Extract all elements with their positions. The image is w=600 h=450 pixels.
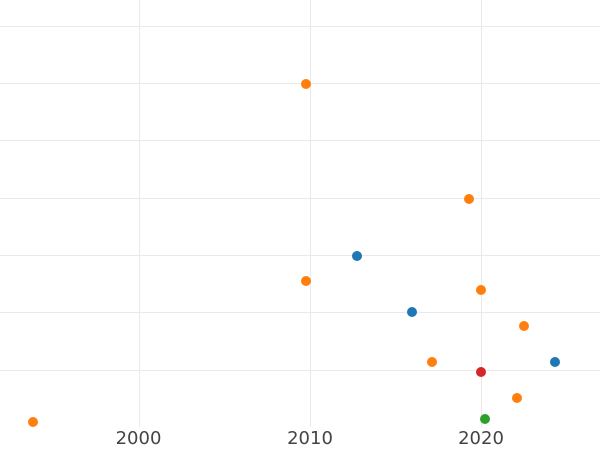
horizontal-gridline (0, 26, 600, 27)
blue-series-point (352, 251, 362, 261)
orange-series-point (28, 417, 38, 427)
orange-series-point (512, 393, 522, 403)
red-series-point (476, 367, 486, 377)
blue-series-point (407, 307, 417, 317)
orange-series-point (301, 79, 311, 89)
orange-series-point (519, 321, 529, 331)
blue-series-point (550, 357, 560, 367)
vertical-gridline (481, 0, 482, 427)
green-series-point (480, 414, 490, 424)
orange-series-point (464, 194, 474, 204)
horizontal-gridline (0, 198, 600, 199)
horizontal-gridline (0, 312, 600, 313)
horizontal-gridline (0, 83, 600, 84)
horizontal-gridline (0, 140, 600, 141)
x-tick-label-2000: 2000 (115, 428, 162, 449)
vertical-gridline (138, 0, 140, 427)
orange-series-point (301, 276, 311, 286)
horizontal-gridline (0, 370, 600, 371)
x-tick-label-2020: 2020 (458, 428, 504, 449)
vertical-gridline (310, 0, 311, 427)
orange-series-point (427, 357, 437, 367)
x-tick-label-2010: 2010 (287, 428, 333, 449)
orange-series-point (476, 285, 486, 295)
horizontal-gridline (0, 255, 600, 256)
